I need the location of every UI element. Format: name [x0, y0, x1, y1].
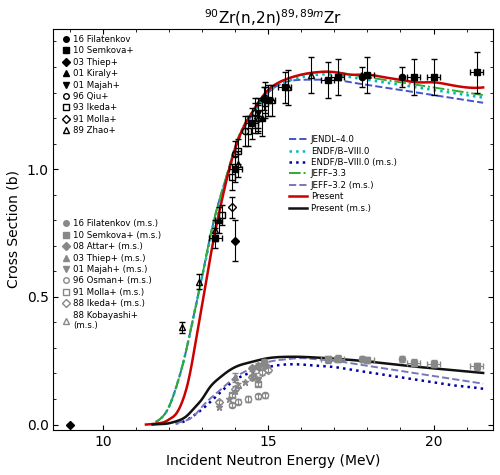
Title: $^{90}$Zr(n,2n)$^{89,89m}$Zr: $^{90}$Zr(n,2n)$^{89,89m}$Zr	[204, 7, 342, 28]
Y-axis label: Cross Section (b): Cross Section (b)	[7, 170, 21, 288]
X-axis label: Incident Neutron Energy (MeV): Incident Neutron Energy (MeV)	[166, 454, 380, 468]
Legend: JENDL–4.0, ENDF/B–VIII.0, ENDF/B–VIII.0 (m.s.), JEFF–3.3, JEFF–3.2 (m.s.), Prese: JENDL–4.0, ENDF/B–VIII.0, ENDF/B–VIII.0 …	[288, 135, 397, 213]
